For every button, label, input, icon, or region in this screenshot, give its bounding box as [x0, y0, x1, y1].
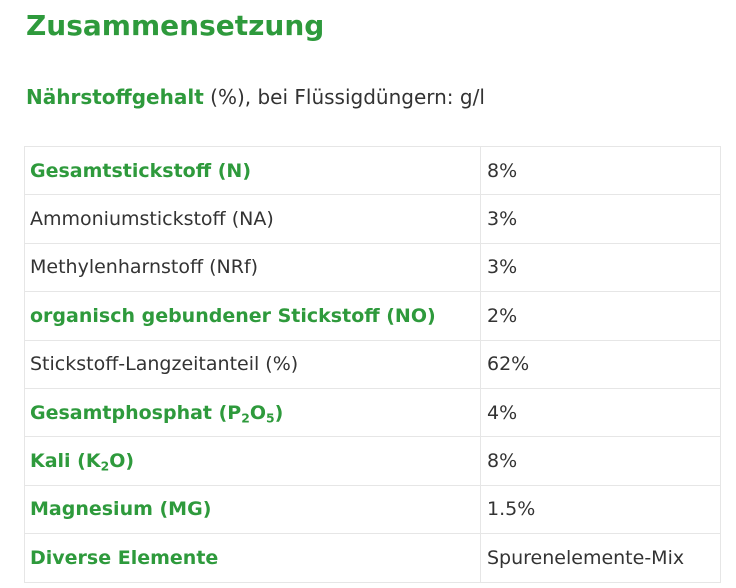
nutrient-value: 3%	[480, 242, 721, 293]
table-row: Ammoniumstickstoff (NA) 3%	[24, 194, 721, 244]
table-row: Stickstoff-Langzeitanteil (%) 62%	[24, 339, 721, 389]
nutrient-value: 3%	[480, 194, 721, 244]
nutrient-content-label: Nährstoffgehalt	[26, 85, 204, 109]
nutrient-label: Stickstoff-Langzeitanteil (%)	[24, 339, 481, 389]
subscript: 5	[266, 411, 275, 426]
table-row: organisch gebundener Stickstoff (NO) 2%	[24, 291, 721, 341]
nutrient-value: 4%	[480, 387, 721, 438]
nutrient-value: 62%	[480, 339, 721, 389]
nutrient-label: Diverse Elemente	[24, 533, 481, 583]
nutrient-content-caption: Nährstoffgehalt (%), bei Flüssigdüngern:…	[26, 82, 485, 112]
nutrient-label: organisch gebundener Stickstoff (NO)	[24, 291, 481, 341]
table-row: Gesamtphosphat (P2O5) 4%	[24, 387, 721, 438]
table-row: Magnesium (MG) 1.5%	[24, 484, 721, 535]
table-row: Methylenharnstoff (NRf) 3%	[24, 242, 721, 293]
table-row: Kali (K2O) 8%	[24, 436, 721, 486]
table-row: Diverse Elemente Spurenelemente-Mix	[24, 533, 721, 583]
composition-table: Gesamtstickstoff (N) 8% Ammoniumsticksto…	[24, 145, 721, 583]
subscript: 2	[100, 459, 110, 474]
nutrient-content-note: (%), bei Flüssigdüngern: g/l	[203, 85, 485, 109]
nutrient-label: Methylenharnstoff (NRf)	[24, 242, 481, 293]
page-title: Zusammensetzung	[26, 9, 325, 42]
label-text: Gesamtphosphat (P	[30, 401, 242, 424]
nutrient-label: Gesamtstickstoff (N)	[24, 145, 481, 196]
nutrient-value: 1.5%	[480, 484, 721, 535]
nutrient-value: 8%	[480, 145, 721, 196]
nutrient-value: 2%	[480, 291, 721, 341]
nutrient-label: Kali (K2O)	[24, 436, 481, 486]
table-row: Gesamtstickstoff (N) 8%	[24, 145, 721, 196]
label-text: O	[249, 401, 266, 424]
nutrient-value: 8%	[480, 436, 721, 486]
label-text: O)	[109, 450, 135, 473]
label-text: Kali (K	[30, 450, 101, 473]
subscript: 2	[241, 411, 250, 426]
nutrient-label: Gesamtphosphat (P2O5)	[24, 387, 481, 438]
nutrient-value: Spurenelemente-Mix	[480, 533, 721, 583]
nutrient-label: Magnesium (MG)	[24, 484, 481, 535]
nutrient-label: Ammoniumstickstoff (NA)	[24, 194, 481, 244]
label-text: )	[274, 401, 284, 424]
